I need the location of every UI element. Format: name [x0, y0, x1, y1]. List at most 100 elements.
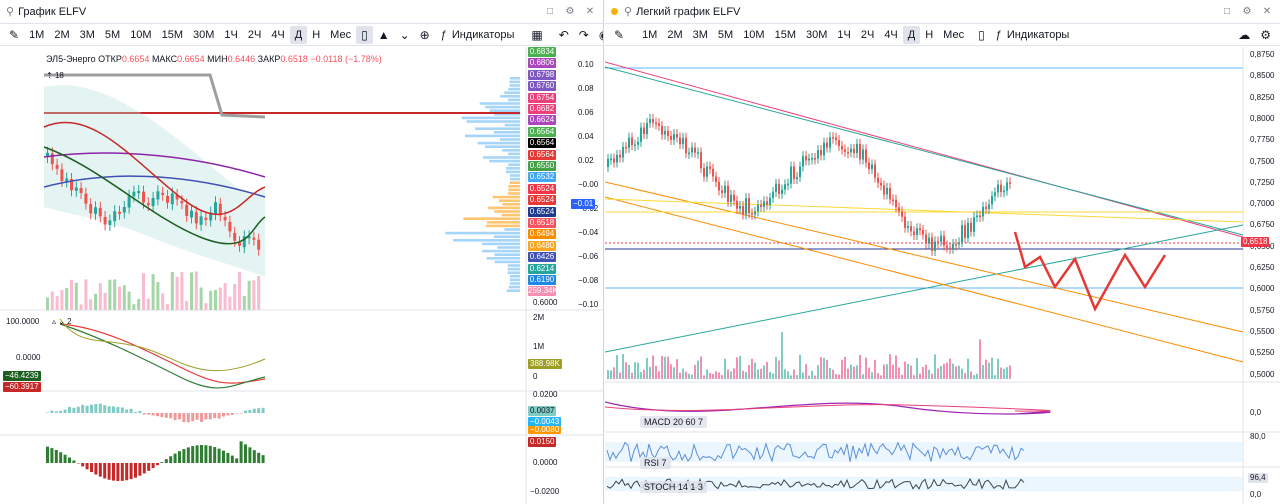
volume-profile-bar	[509, 181, 520, 184]
volume-bar	[247, 280, 251, 310]
left-timeframe-2[interactable]: 2M	[54, 28, 70, 41]
trend-line	[605, 181, 1244, 333]
redo-icon[interactable]: ↷	[578, 27, 589, 42]
moving-average-line	[43, 152, 266, 178]
close-icon[interactable]: ✕	[1262, 5, 1272, 17]
volume-bar	[55, 296, 59, 310]
right-timeframe-10[interactable]: 4Ч	[884, 28, 898, 41]
pencil-icon[interactable]: ✎	[614, 27, 625, 42]
indicators-icon: ƒ	[440, 28, 447, 41]
chevron-down-icon[interactable]: ⌄	[399, 27, 410, 42]
volume-bar	[242, 295, 246, 310]
osc3-value-1: 0.0150	[528, 437, 557, 447]
volume-bar	[784, 369, 786, 379]
left-chart-title[interactable]: График ELFV	[18, 5, 87, 18]
candle-body	[760, 204, 762, 207]
left-timeframe-6[interactable]: 15M	[161, 28, 183, 41]
candle-body	[994, 192, 996, 197]
right-timeframe-8[interactable]: 1Ч	[837, 28, 851, 41]
left-timeframe-13[interactable]: Мес	[330, 28, 352, 41]
left-timeframe-8[interactable]: 1Ч	[224, 28, 238, 41]
volume-bar	[997, 358, 999, 379]
search-icon[interactable]: ⚲	[6, 6, 15, 18]
volume-bar	[952, 363, 954, 379]
candle-body	[655, 122, 657, 125]
camera-icon[interactable]: ◉	[594, 26, 603, 44]
candle-body	[209, 212, 213, 221]
candles-icon[interactable]: ▯	[356, 25, 373, 44]
volume-profile-bar	[482, 242, 520, 246]
indicators-button[interactable]: ƒ Индикаторы	[990, 29, 1076, 41]
left-timeframe-9[interactable]: 2Ч	[247, 28, 262, 41]
candle-body	[871, 164, 873, 170]
volume-bar	[772, 373, 774, 379]
volume-bar	[613, 367, 615, 379]
right-timeframe-1[interactable]: 1M	[642, 28, 658, 41]
right-timeframe-9[interactable]: 2Ч	[860, 28, 875, 41]
left-timeframe-1[interactable]: 1M	[29, 28, 45, 41]
area-chart-icon[interactable]: ▲	[377, 27, 390, 42]
volume-axis-mid: 1M	[533, 342, 545, 351]
volume-profile-bar	[493, 131, 520, 134]
left-timeframe-12[interactable]: Н	[312, 28, 321, 41]
candle-body	[739, 205, 741, 209]
percent-axis-tick: 0.08	[578, 84, 594, 93]
indicators-button[interactable]: ƒ Индикаторы	[435, 29, 521, 41]
right-timeframe-2[interactable]: 2M	[667, 28, 683, 41]
osc2-top: 0.0200	[533, 390, 558, 399]
settings-icon[interactable]: ⚙	[1242, 5, 1252, 17]
volume-bar	[691, 374, 693, 379]
settings-icon[interactable]: ⚙	[565, 5, 575, 17]
left-timeframe-11[interactable]: Д	[289, 25, 308, 44]
price-axis-tick: 0,5750	[1250, 305, 1275, 315]
maximize-icon[interactable]: □	[1223, 5, 1231, 17]
right-timeframe-11[interactable]: Д	[902, 25, 921, 44]
left-chart-canvas[interactable]	[0, 47, 604, 504]
candle-body	[763, 201, 765, 207]
volume-bar	[79, 304, 83, 310]
left-timeframe-4[interactable]: 5M	[104, 28, 121, 41]
pencil-icon[interactable]: ✎	[9, 27, 20, 42]
right-timeframe-3[interactable]: 3M	[692, 28, 708, 41]
volume-bar	[137, 298, 141, 310]
osc3-histogram-bar	[81, 463, 85, 467]
price-ladder-tag: 0.6426	[528, 252, 556, 263]
snapshot-icon[interactable]: ⚙	[1260, 27, 1271, 42]
right-timeframe-7[interactable]: 30M	[806, 28, 828, 41]
volume-profile-bar	[493, 235, 520, 238]
left-timeframe-3[interactable]: 3M	[79, 28, 95, 41]
add-compare-icon[interactable]: ⊕	[419, 27, 430, 42]
candle-body	[199, 216, 203, 225]
candle-body	[781, 189, 783, 194]
candles-icon[interactable]: ▯	[978, 27, 985, 42]
candle-body	[886, 187, 888, 195]
close-icon[interactable]: ✕	[585, 5, 595, 17]
volume-bar	[826, 359, 828, 379]
undo-icon[interactable]: ↶	[558, 27, 569, 42]
right-chart-title[interactable]: Легкий график ELFV	[636, 5, 741, 18]
layout-icon[interactable]: ▦	[531, 27, 543, 42]
right-timeframe-12[interactable]: Н	[925, 28, 934, 41]
left-timeframe-5[interactable]: 10M	[130, 28, 152, 41]
right-timeframe-5[interactable]: 10M	[743, 28, 765, 41]
candle-body	[161, 192, 165, 195]
cloud-icon[interactable]: ☁	[1238, 27, 1251, 42]
osc2-histogram-bar	[76, 406, 80, 413]
volume-profile-bar	[506, 289, 520, 292]
right-chart-canvas[interactable]	[605, 47, 1280, 504]
volume-bar	[814, 375, 816, 379]
right-timeframe-4[interactable]: 5M	[717, 28, 734, 41]
maximize-icon[interactable]: □	[546, 5, 554, 17]
volume-bar	[904, 361, 906, 379]
left-timeframe-7[interactable]: 30M	[193, 28, 215, 41]
volume-profile-bar	[494, 253, 520, 256]
osc1-badge[interactable]: ▵ ⌄ 2	[52, 317, 72, 326]
left-timeframe-10[interactable]: 4Ч	[271, 28, 285, 41]
right-timeframe-6[interactable]: 15M	[774, 28, 796, 41]
search-icon[interactable]: ⚲	[624, 6, 633, 18]
right-timeframe-13[interactable]: Мес	[943, 28, 965, 41]
indicator-badge[interactable]: ⇡ 18	[46, 71, 64, 80]
candle-body	[628, 137, 630, 148]
osc2-histogram-bar	[239, 413, 243, 414]
candle-body	[670, 136, 672, 140]
